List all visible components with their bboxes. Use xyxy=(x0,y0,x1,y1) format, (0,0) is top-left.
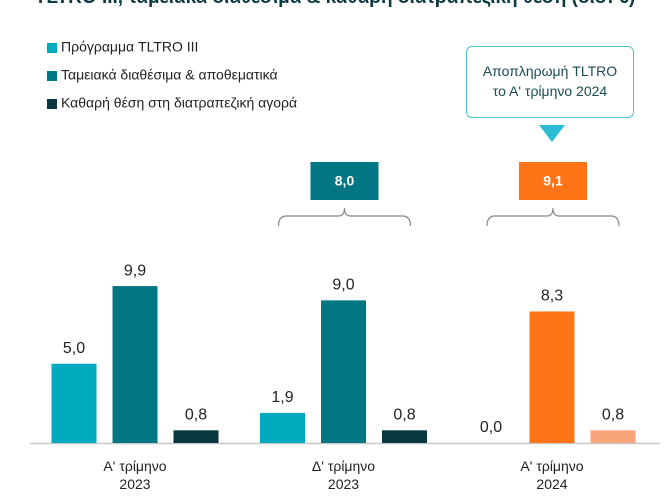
legend-label: Πρόγραμμα TLTRO III xyxy=(61,39,198,55)
legend-label: Καθαρή θέση στη διατραπεζική αγορά xyxy=(61,95,297,111)
value-label: 0,0 xyxy=(480,419,502,436)
total-label: 9,1 xyxy=(543,173,563,189)
bar xyxy=(112,286,158,443)
value-label: 5,0 xyxy=(63,340,85,357)
legend-label: Ταμειακά διαθέσιμα & αποθεματικά xyxy=(61,67,278,83)
legend-swatch xyxy=(47,99,57,109)
callout-pointer xyxy=(539,125,565,142)
bar xyxy=(529,311,575,443)
x-tick-label: Δ' τρίμηνο 2023 xyxy=(311,458,376,492)
bar xyxy=(51,363,97,443)
legend-swatch xyxy=(47,71,57,81)
brace xyxy=(277,207,412,227)
value-label: 1,9 xyxy=(271,389,293,406)
value-label: 9,0 xyxy=(332,277,354,294)
total-box xyxy=(519,162,587,200)
bar xyxy=(173,430,219,443)
bar xyxy=(382,430,427,443)
x-tick-label: Α' τρίμηνο 2024 xyxy=(520,458,584,492)
x-tick-label: Α' τρίμηνο 2023 xyxy=(103,458,167,492)
annotation: Αποπληρωμή TLTRO το Α' τρίμηνο 2024 xyxy=(466,46,634,118)
value-label: 0,8 xyxy=(393,407,415,424)
value-label: 9,9 xyxy=(124,262,146,279)
legend-swatch xyxy=(47,43,57,53)
value-label: 0,8 xyxy=(185,407,207,424)
bar xyxy=(260,412,305,443)
total-label: 8,0 xyxy=(335,173,355,189)
value-label: 8,3 xyxy=(541,288,563,305)
brace xyxy=(486,207,620,227)
value-label: 0,8 xyxy=(602,407,624,424)
total-box xyxy=(310,162,379,200)
bar xyxy=(590,430,636,443)
bar xyxy=(321,300,366,443)
chart-title: TLTRO III, ταμειακά διαθέσιμα & καθαρή δ… xyxy=(35,0,635,8)
